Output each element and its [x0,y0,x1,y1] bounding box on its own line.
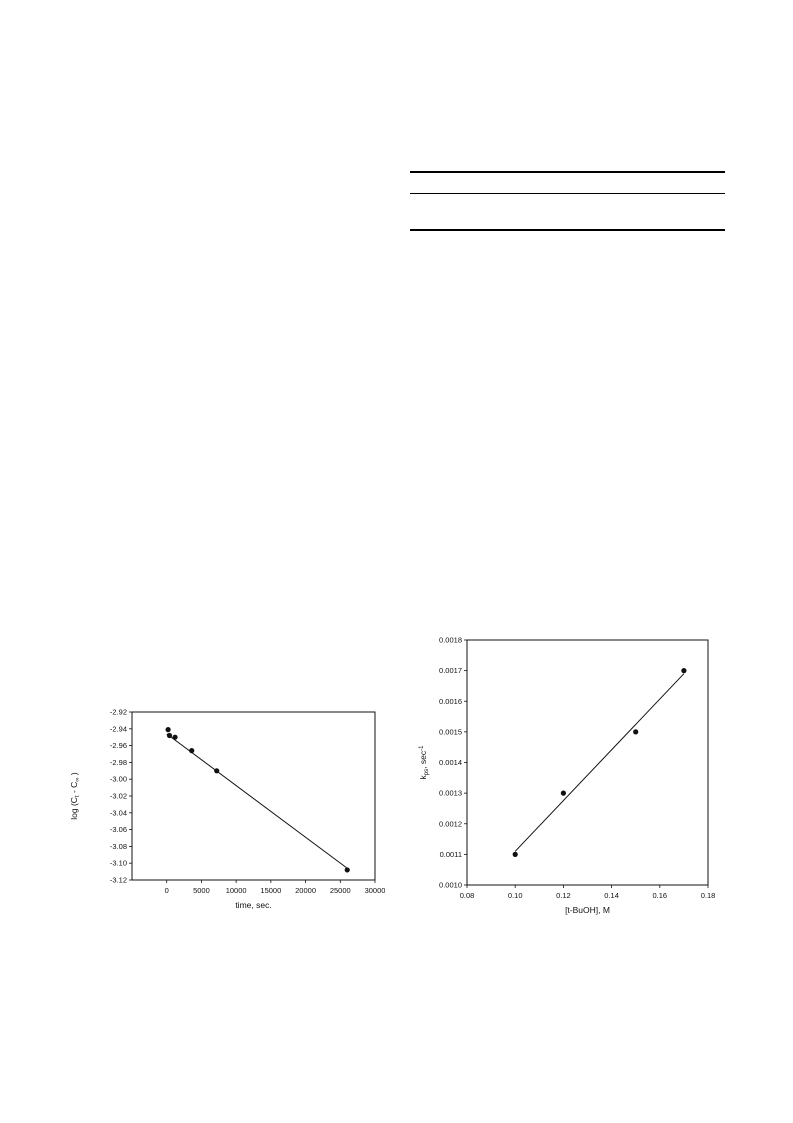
y-axis-label: log (Ct - C∞ ) [69,772,81,820]
y-tick-label: 0.0018 [439,636,462,645]
y-tick-label: 0.0011 [440,850,462,859]
x-axis-label: time, sec. [235,900,271,910]
fit-line [166,733,348,869]
x-tick-label: 30000 [365,886,385,895]
x-tick-label: 0.14 [604,891,619,900]
y-tick-label: 0.0015 [439,727,462,736]
data-point [633,729,639,735]
y-tick-label: -3.06 [110,825,127,834]
fit-line [514,673,685,852]
chart-log-concentration-vs-time: 0 5000 10000 15000 20000 25000 30000 -2.92 -2.94… [69,708,385,911]
y-tick-label: 0.0016 [439,697,462,706]
y-tick-label: -3.10 [110,859,127,868]
data-point [344,867,350,873]
x-axis-label: [t-BuOH], M [565,905,610,915]
table-mid-rule [410,193,725,194]
y-tick-label: 0.0013 [439,789,462,798]
x-tick-label: 15000 [260,886,281,895]
y-tick-label: -2.94 [110,724,127,733]
y-tick-label: -2.98 [110,758,127,767]
x-tick-label: 0.12 [556,891,571,900]
x-tick-label: 0.08 [460,891,475,900]
data-point [512,851,518,857]
y-tick-label: -2.96 [110,741,127,750]
plot-frame [466,639,709,886]
x-tick-label: 0.10 [508,891,523,900]
y-tick-label: 0.0010 [439,881,462,890]
y-tick-label: -3.08 [110,842,127,851]
data-point [165,727,171,733]
data-point [172,734,178,740]
x-tick-label: 0.16 [652,891,667,900]
data-point [166,732,173,739]
chart-kps-vs-tbuoh: 0.08 0.10 0.12 0.14 0.16 0.18 0.0010 0.0011 0.00… [418,636,716,916]
y-tick-label: 0.0012 [439,819,462,828]
data-point [214,768,220,774]
table-bottom-rule [410,229,725,231]
data-point [189,748,195,754]
x-tick-label: 10000 [226,886,247,895]
y-tick-label: -2.92 [110,708,127,717]
x-tick-label: 0.18 [701,891,716,900]
table-top-rule [410,171,725,173]
y-tick-label: -3.12 [110,876,127,885]
y-tick-label: 0.0014 [439,758,462,767]
y-tick-label: -3.00 [110,775,127,784]
x-tick-label: 25000 [330,886,351,895]
data-point [560,790,566,796]
x-tick-label: 5000 [193,886,210,895]
y-tick-label: -3.04 [110,808,127,817]
data-point [681,668,687,674]
y-tick-label: 0.0017 [439,666,462,675]
y-axis-label: kps, sec-1 [418,745,430,780]
x-tick-label: 20000 [295,886,316,895]
x-tick-label: 0 [165,886,169,895]
y-tick-label: -3.02 [110,792,127,801]
